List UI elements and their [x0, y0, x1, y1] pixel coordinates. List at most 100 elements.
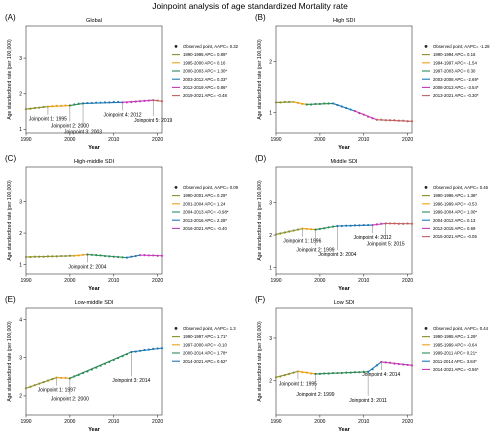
observed-point — [99, 254, 102, 257]
observed-point — [59, 254, 63, 258]
observed-point — [279, 232, 282, 235]
legend-entry: 2012-2019 APC= 0.86* — [183, 85, 227, 90]
legend-entry: Observed point, AAPC= 0.44 — [433, 326, 489, 331]
plot-frame — [25, 25, 163, 134]
observed-point — [117, 100, 120, 104]
observed-point — [77, 254, 80, 257]
plot-frame — [25, 166, 163, 275]
panel-letter: (B) — [255, 13, 266, 22]
observed-point — [125, 353, 129, 356]
observed-point — [367, 223, 370, 227]
observed-point — [309, 372, 313, 375]
y-tick-label: 2 — [19, 394, 22, 400]
observed-point — [134, 100, 137, 103]
y-axis-label: Age standardized rate (per 100,000) — [7, 180, 13, 261]
legend-entry: Observed point, AAPC= -1.28 — [433, 44, 490, 49]
observed-point — [410, 222, 414, 225]
observed-point — [288, 230, 291, 233]
segment-line-5 — [354, 110, 378, 121]
observed-point — [393, 222, 396, 225]
chart-panel-2: (B) High SDI 1990 2000 2010 2020 1 2 Year Age sta… — [255, 13, 490, 151]
observed-point — [353, 109, 357, 113]
joinpoint-annotation: Joinpoint 5: 2015 — [367, 241, 405, 247]
observed-point — [301, 227, 304, 230]
observed-point — [125, 256, 129, 259]
observed-point — [301, 102, 304, 106]
observed-point — [64, 104, 67, 107]
x-tick-label: 1990 — [20, 137, 31, 143]
observed-point — [336, 371, 339, 375]
y-axis-label: Age standardized rate (per 100,000) — [7, 39, 13, 120]
legend-marker — [174, 186, 178, 189]
legend-entry: 1990-2001 APC= 0.29* — [183, 193, 227, 198]
plot-frame — [275, 166, 413, 275]
joinpoint-annotation: Joinpoint 3: 2004 — [318, 252, 356, 258]
joinpoint-annotation: Joinpoint 3: 2011 — [349, 398, 387, 404]
y-tick-label: 2 — [19, 231, 22, 237]
joinpoint-annotation: Joinpoint 1: 1996 — [283, 239, 321, 245]
y-tick-label: 3 — [19, 199, 22, 205]
chart-panel-3: (C) High-middle SDI 1990 2000 2010 2020 1 2 3 Yea… — [5, 154, 239, 292]
y-tick-label: 2 — [269, 379, 272, 385]
observed-point — [81, 253, 85, 256]
observed-point — [274, 233, 278, 236]
observed-point — [121, 355, 124, 358]
observed-point — [90, 253, 93, 256]
observed-point — [147, 254, 150, 257]
observed-point — [147, 348, 150, 351]
segment-line-4 — [83, 101, 123, 104]
y-axis-label: Age standardized rate (per 100,000) — [257, 321, 263, 402]
observed-point — [112, 358, 115, 362]
observed-point — [349, 108, 352, 111]
observed-point — [279, 101, 282, 104]
segment-line-2 — [47, 104, 70, 108]
segment-line-4 — [332, 102, 356, 112]
joinpoint-annotation: Joinpoint 1: 1995 — [29, 117, 67, 123]
legend-entry: 1996-1999 APC= -0.53 — [433, 201, 477, 206]
observed-point — [73, 375, 76, 378]
legend-entry: 2011-2014 APC= 3.84* — [433, 359, 477, 364]
observed-point — [103, 254, 107, 258]
observed-point — [152, 254, 155, 257]
observed-point — [397, 119, 400, 122]
observed-point — [358, 371, 361, 374]
legend-entry: Observed point, AAPC= 0.32 — [183, 44, 239, 49]
observed-point — [138, 349, 142, 352]
legend-entry: 1990-1994 APC= 0.16 — [433, 52, 476, 57]
x-tick-label: 2020 — [402, 419, 413, 425]
observed-point — [160, 254, 164, 257]
legend-entry: 2013-2016 APC= 2.28* — [183, 218, 227, 223]
x-axis-label: Year — [338, 145, 350, 151]
observed-point — [112, 100, 115, 104]
observed-point — [340, 371, 343, 375]
observed-point — [305, 371, 308, 374]
legend-entry: 2015-2021 APC= -0.05 — [433, 234, 477, 239]
observed-point — [283, 374, 286, 377]
observed-point — [64, 376, 67, 380]
observed-point — [345, 224, 348, 227]
y-axis-label: Age standardized rate (per 100,000) — [7, 321, 13, 402]
observed-point — [353, 371, 357, 374]
observed-point — [24, 387, 28, 390]
observed-point — [358, 224, 361, 227]
joinpoint-annotation: Joinpoint 1: 1995 — [279, 381, 317, 387]
segment-line-4 — [126, 254, 141, 259]
observed-point — [362, 223, 365, 227]
panel-letter: (A) — [5, 13, 16, 22]
observed-point — [42, 255, 45, 258]
y-tick-label: 1 — [269, 110, 272, 116]
observed-point — [380, 118, 383, 121]
x-tick-label: 2020 — [152, 278, 163, 284]
observed-point — [388, 119, 392, 122]
observed-point — [327, 372, 330, 375]
x-axis-label: Year — [338, 286, 350, 292]
observed-point — [323, 372, 326, 375]
observed-point — [156, 254, 159, 257]
observed-point — [318, 372, 321, 376]
observed-point — [42, 105, 45, 109]
x-tick-label: 2010 — [108, 419, 119, 425]
observed-point — [305, 103, 308, 106]
legend-entry: 2004-2012 APC= 0.13 — [433, 218, 476, 223]
observed-point — [95, 101, 98, 104]
